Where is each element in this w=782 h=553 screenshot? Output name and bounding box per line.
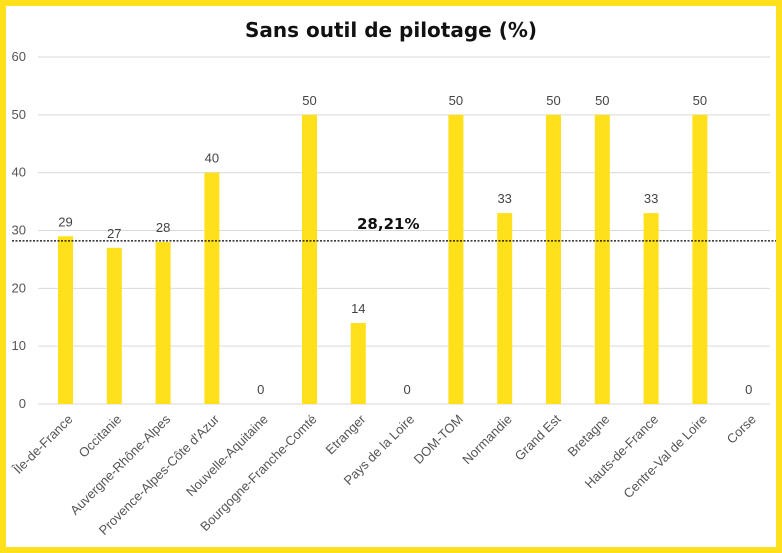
data-label-6: 14 <box>351 301 365 316</box>
data-label-1: 27 <box>107 226 121 241</box>
bar-6 <box>350 323 366 404</box>
category-label-11: Bretagne <box>565 412 613 460</box>
bar-0 <box>58 236 73 404</box>
category-label-9: Normandie <box>459 412 515 468</box>
category-labels: Île-de-France OccitanieAuvergne-Rhône-Alp… <box>10 411 759 538</box>
bar-10 <box>546 114 561 404</box>
data-label-2: 28 <box>156 220 170 235</box>
data-label-13: 50 <box>693 93 707 108</box>
reference-line-group: 28,21% <box>12 215 776 242</box>
bar-11 <box>594 114 610 404</box>
data-label-0: 29 <box>58 214 72 229</box>
y-tick-label: 20 <box>12 280 26 295</box>
category-label-14: Corse <box>724 412 759 447</box>
category-label-6: Etranger <box>323 411 369 457</box>
data-label-4: 0 <box>257 382 264 397</box>
bar-12 <box>643 213 659 404</box>
data-label-10: 50 <box>546 93 560 108</box>
bar-1 <box>106 247 122 404</box>
bar-3 <box>204 172 220 404</box>
data-labels: 29 27 28 40 0 50 14 0 50 33 50 50 33 50 0 <box>58 93 752 397</box>
data-label-12: 33 <box>644 191 658 206</box>
category-label-0: Île-de-France <box>10 412 76 478</box>
bar-8 <box>448 114 464 404</box>
y-tick-label: 30 <box>12 223 26 238</box>
data-label-3: 40 <box>205 151 219 166</box>
data-label-14: 0 <box>745 382 752 397</box>
reference-line-label: 28,21% <box>357 215 419 233</box>
y-tick-label: 50 <box>12 107 26 122</box>
bars <box>58 114 708 404</box>
bar-9 <box>497 213 513 404</box>
category-label-10: Grand Est <box>512 411 564 463</box>
category-label-1: Occitanie <box>75 412 124 461</box>
data-label-5: 50 <box>302 93 316 108</box>
category-label-8: DOM-TOM <box>411 412 466 467</box>
y-tick-label: 10 <box>12 338 26 353</box>
y-axis-ticks: 0 10 20 30 40 50 60 <box>12 49 26 411</box>
data-label-9: 33 <box>497 191 511 206</box>
data-label-7: 0 <box>403 382 410 397</box>
chart-title: Sans outil de pilotage (%) <box>244 18 538 42</box>
y-tick-label: 40 <box>12 165 26 180</box>
data-label-11: 50 <box>595 93 609 108</box>
category-label-4: Nouvelle-Aquitaine <box>183 412 271 500</box>
bar-2 <box>155 242 171 404</box>
category-label-13: Centre-Val de Loire <box>620 412 710 502</box>
data-label-8: 50 <box>449 93 463 108</box>
bar-13 <box>692 114 708 404</box>
y-tick-label: 60 <box>12 49 26 64</box>
bar-5 <box>302 114 317 404</box>
y-tick-label: 0 <box>19 396 26 411</box>
